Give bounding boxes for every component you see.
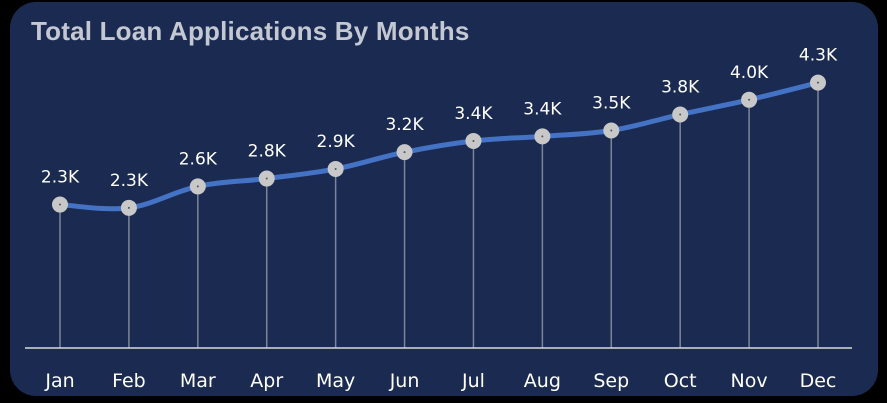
data-point-center-nov	[748, 98, 751, 101]
data-point-center-jun	[403, 151, 406, 154]
tick-label-apr: Apr	[250, 370, 283, 392]
data-point-center-dec	[817, 81, 819, 84]
data-point-center-aug	[541, 135, 544, 138]
chart-title: Total Loan Applications By Months	[31, 16, 470, 46]
data-point-center-apr	[265, 177, 268, 180]
tick-label-aug: Aug	[524, 370, 561, 392]
data-label-aug: 3.4K	[523, 99, 562, 119]
data-label-jun: 3.2K	[385, 115, 424, 135]
data-label-sep: 3.5K	[592, 94, 631, 114]
tick-label-feb: Feb	[112, 370, 146, 392]
data-point-center-sep	[610, 129, 613, 132]
tick-label-jan: Jan	[44, 370, 74, 392]
data-label-nov: 4.0K	[730, 63, 769, 83]
data-labels: 2.3K 2.3K 2.6K 2.8K 2.9K 3.2K 3.4K 3.4K 3.5K 3.8K…	[41, 46, 838, 191]
chart-card: Total Loan Applications By Months 2.3K 2.…	[10, 2, 878, 396]
data-label-apr: 2.8K	[248, 142, 287, 162]
data-point-center-oct	[679, 113, 682, 116]
tick-label-mar: Mar	[180, 370, 216, 392]
data-label-feb: 2.3K	[110, 171, 149, 191]
tick-label-sep: Sep	[593, 370, 629, 392]
data-point-center-feb	[127, 206, 130, 209]
data-point-center-jan	[59, 203, 61, 206]
data-label-jan: 2.3K	[41, 168, 80, 188]
tick-label-nov: Nov	[731, 370, 768, 392]
data-label-dec: 4.3K	[799, 46, 838, 66]
tick-label-jul: Jul	[461, 370, 485, 392]
tick-label-may: May	[316, 370, 355, 392]
data-label-oct: 3.8K	[661, 78, 700, 98]
line-chart: 2.3K 2.3K 2.6K 2.8K 2.9K 3.2K 3.4K 3.4K 3.5K 3.8K…	[25, 46, 852, 392]
data-point-center-mar	[196, 185, 199, 188]
series-line-applications	[57, 80, 821, 212]
tick-label-dec: Dec	[800, 370, 837, 392]
data-point-center-jul	[472, 139, 475, 142]
tick-label-oct: Oct	[664, 370, 697, 392]
data-label-jul: 3.4K	[454, 104, 493, 124]
tick-label-jun: Jun	[389, 370, 420, 392]
drop-lines	[59, 82, 819, 348]
data-label-mar: 2.6K	[179, 149, 218, 169]
data-label-may: 2.9K	[317, 132, 356, 152]
x-tick-labels: Jan Feb Mar Apr May Jun Jul Aug Sep Oct Nov Dec	[44, 370, 836, 392]
data-point-center-may	[334, 167, 337, 170]
data-markers	[52, 74, 826, 216]
